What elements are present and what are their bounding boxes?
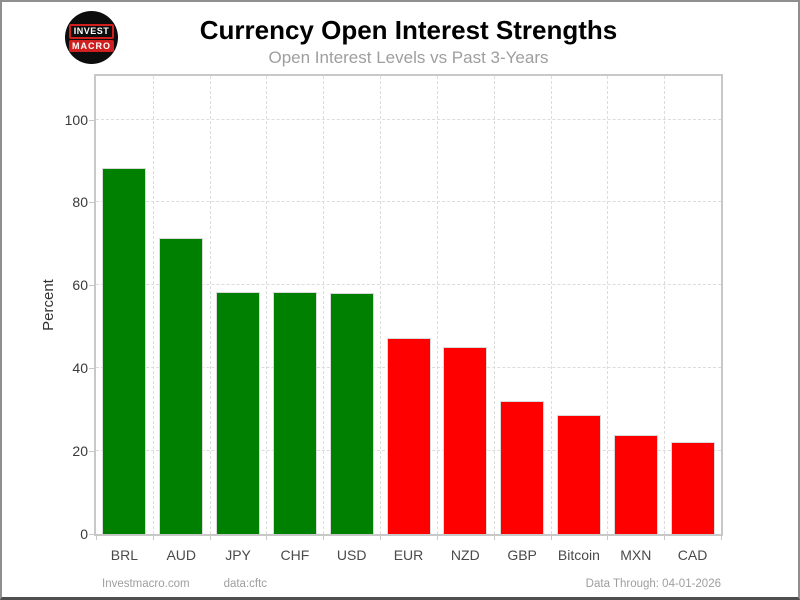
x-tick-label-bitcoin: Bitcoin [557, 547, 600, 563]
x-tick-label-nzd: NZD [450, 547, 480, 563]
gridline-y-80 [96, 201, 721, 203]
investmacro-logo: INVEST MACRO [65, 11, 118, 64]
plot-area [94, 74, 723, 536]
bar-usd [329, 292, 374, 534]
x-tick-label-aud: AUD [166, 547, 196, 563]
y-tick-label-0: 0 [80, 526, 88, 542]
x-tick-label-chf: CHF [280, 547, 310, 563]
bar-gbp [500, 400, 545, 534]
y-tick-mark-100 [89, 119, 94, 121]
bar-cad [670, 442, 715, 534]
y-tick-label-80: 80 [72, 194, 88, 211]
gridline-x-2 [209, 76, 211, 534]
gridline-x-1 [152, 76, 154, 534]
footer-data-through: Data Through: 04-01-2026 [585, 578, 721, 590]
x-tick-label-gbp: GBP [507, 547, 537, 563]
footer-source: data:cftc [223, 578, 268, 590]
x-tick-mark-1 [152, 536, 154, 540]
x-tick-label-cad: CAD [677, 547, 708, 563]
gridline-x-5 [380, 76, 382, 534]
bar-nzd [443, 346, 488, 534]
x-tick-mark-7 [493, 536, 495, 540]
x-tick-mark-4 [323, 536, 325, 540]
y-tick-label-40: 40 [72, 360, 88, 377]
x-tick-label-brl: BRL [110, 547, 139, 563]
footer-site: Investmacro.com [102, 578, 190, 590]
y-tick-mark-0 [89, 534, 94, 535]
gridline-x-7 [493, 76, 495, 534]
gridline-x-9 [607, 76, 609, 534]
bar-mxn [613, 434, 658, 534]
y-tick-label-100: 100 [64, 111, 88, 128]
bar-jpy [216, 291, 261, 534]
x-tick-mark-0 [96, 536, 97, 540]
y-tick-mark-60 [89, 285, 94, 287]
y-tick-label-60: 60 [72, 277, 88, 294]
gridline-y-100 [96, 118, 721, 120]
x-tick-label-usd: USD [336, 547, 367, 563]
x-tick-label-eur: EUR [393, 547, 424, 563]
x-tick-mark-5 [380, 536, 382, 540]
gridline-x-8 [550, 76, 552, 534]
logo-invest-text: INVEST [68, 23, 115, 39]
x-tick-mark-8 [550, 536, 552, 540]
chart-title: Currency Open Interest Strengths [199, 15, 618, 45]
x-tick-label-mxn: MXN [620, 547, 652, 563]
logo-macro-text: MACRO [69, 39, 114, 52]
x-tick-mark-11 [721, 536, 722, 540]
x-tick-mark-10 [664, 536, 666, 540]
y-tick-label-20: 20 [72, 443, 88, 460]
x-tick-mark-3 [266, 536, 268, 540]
x-tick-mark-2 [209, 536, 211, 540]
y-tick-mark-20 [89, 451, 94, 453]
x-tick-label-jpy: JPY [225, 547, 251, 563]
footer-left: Investmacro.com data:cftc [102, 578, 267, 590]
gridline-x-4 [323, 76, 325, 534]
bar-aud [159, 238, 204, 534]
x-tick-mark-9 [607, 536, 609, 540]
y-tick-mark-80 [89, 202, 94, 204]
gridline-y-60 [96, 284, 721, 286]
gridline-x-6 [436, 76, 438, 534]
gridline-x-3 [266, 76, 268, 534]
bar-eur [386, 337, 431, 534]
chart-subtitle: Open Interest Levels vs Past 3-Years [268, 48, 549, 67]
bar-bitcoin [556, 414, 601, 534]
bar-brl [102, 167, 147, 534]
y-tick-mark-40 [89, 368, 94, 370]
gridline-x-10 [664, 76, 666, 534]
bar-chf [272, 291, 317, 534]
x-tick-mark-6 [436, 536, 438, 540]
